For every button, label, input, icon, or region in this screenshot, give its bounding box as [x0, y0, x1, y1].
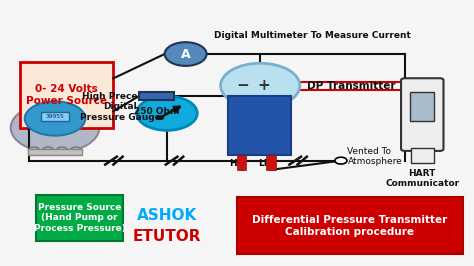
Bar — [410, 92, 434, 121]
Text: Digital Multimeter To Measure Current: Digital Multimeter To Measure Current — [214, 31, 410, 40]
Bar — [266, 155, 275, 170]
Bar — [28, 149, 82, 155]
Text: High Precesion
Digital
Pressure Gauge: High Precesion Digital Pressure Gauge — [80, 92, 161, 122]
FancyBboxPatch shape — [36, 195, 123, 241]
Text: 250 Ohm: 250 Ohm — [134, 107, 179, 116]
Text: DP Transmitter: DP Transmitter — [307, 81, 395, 91]
FancyBboxPatch shape — [20, 62, 113, 128]
Bar — [41, 112, 69, 121]
Bar — [228, 96, 291, 155]
FancyBboxPatch shape — [401, 78, 444, 151]
Text: −: − — [237, 78, 249, 93]
Text: Vented To
Atmosphere: Vented To Atmosphere — [347, 147, 402, 167]
FancyBboxPatch shape — [237, 197, 463, 254]
Text: ETUTOR: ETUTOR — [133, 230, 201, 244]
Text: 0- 24 Volts
Power Source: 0- 24 Volts Power Source — [26, 84, 107, 106]
Circle shape — [137, 96, 197, 130]
Circle shape — [156, 115, 164, 120]
Text: Pressure Source
(Hand Pump or
Process Pressure): Pressure Source (Hand Pump or Process Pr… — [34, 203, 126, 233]
Text: HART
Communicator: HART Communicator — [385, 169, 459, 188]
Text: HP: HP — [229, 159, 243, 168]
Text: LP: LP — [258, 159, 270, 168]
Circle shape — [43, 147, 54, 153]
Circle shape — [335, 157, 347, 164]
Text: A: A — [181, 48, 191, 61]
Circle shape — [56, 147, 68, 153]
Circle shape — [11, 103, 100, 153]
Circle shape — [71, 147, 82, 153]
Text: Differential Pressure Transmitter
Calibration procedure: Differential Pressure Transmitter Calibr… — [252, 215, 447, 236]
Text: ASHOK: ASHOK — [137, 209, 197, 223]
Circle shape — [220, 63, 300, 108]
Text: 39955: 39955 — [46, 114, 64, 119]
Circle shape — [164, 42, 207, 66]
Circle shape — [25, 101, 85, 136]
Bar — [411, 148, 434, 163]
Bar — [237, 155, 246, 170]
Circle shape — [28, 147, 40, 153]
Text: +: + — [257, 78, 270, 93]
Bar — [139, 92, 174, 100]
